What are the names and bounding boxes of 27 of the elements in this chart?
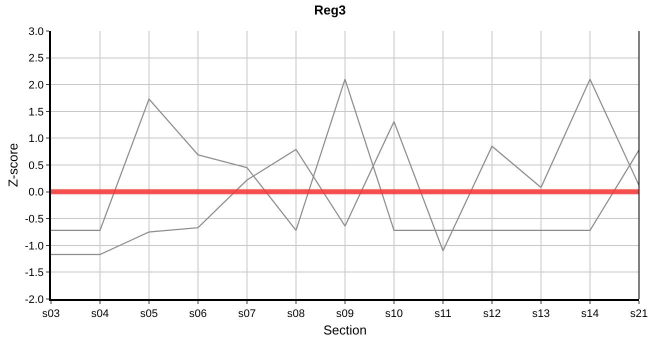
x-tick-label: s12	[483, 308, 501, 320]
y-tick-label: 2.0	[28, 79, 44, 92]
x-tick-label: s04	[91, 308, 109, 320]
chart-title: Reg3	[314, 2, 346, 18]
x-tick-label: s03	[42, 308, 60, 320]
y-tick-label: 1.5	[28, 106, 44, 118]
y-tick-label: -0.5	[24, 213, 44, 226]
x-axis-title: Section	[323, 322, 367, 338]
y-tick-label: 2.5	[28, 52, 44, 65]
x-tick-label: s07	[238, 308, 256, 320]
y-tick-label: 3.0	[28, 26, 44, 38]
x-tick-label: s21	[630, 308, 648, 320]
x-tick-label: s08	[287, 308, 305, 320]
y-tick-label: -2.0	[24, 294, 44, 306]
y-tick-label: -1.5	[24, 267, 44, 280]
y-axis-title: Z-score	[5, 142, 20, 188]
y-tick-label: -1.0	[24, 240, 44, 252]
y-tick-label: 0.5	[28, 160, 44, 172]
x-tick-label: s11	[434, 308, 452, 320]
x-tick-label: s13	[532, 308, 550, 320]
y-tick-label: 1.0	[28, 133, 44, 146]
x-tick-label: s06	[189, 308, 207, 320]
y-tick-label: 0.0	[28, 186, 44, 199]
x-tick-label: s10	[385, 308, 403, 320]
x-tick-label: s09	[336, 308, 354, 320]
x-tick-label: s05	[140, 308, 158, 320]
x-tick-label: s14	[581, 308, 599, 320]
